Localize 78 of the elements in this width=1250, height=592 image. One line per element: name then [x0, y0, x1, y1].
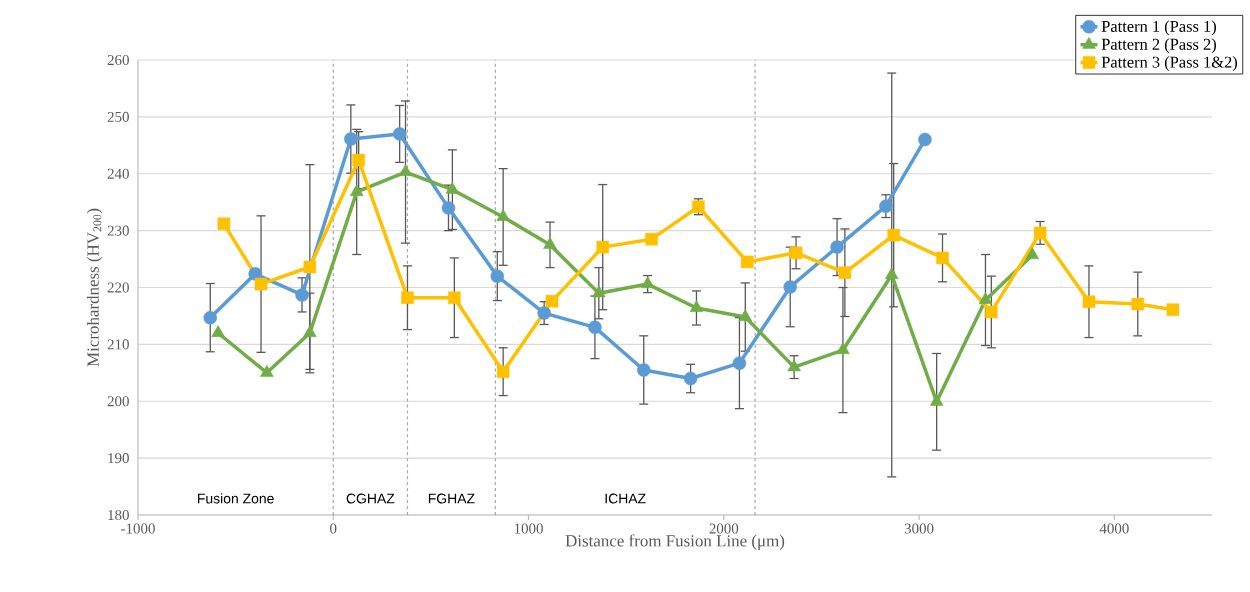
y-tick-label: 190 — [108, 453, 129, 464]
point — [1166, 303, 1180, 316]
point — [887, 228, 900, 242]
x-tick-label: 2000 — [709, 523, 739, 534]
point — [640, 276, 655, 289]
x-tick-label: 3000 — [904, 523, 934, 534]
annotation: FGHAZ — [428, 493, 475, 504]
point — [496, 209, 510, 221]
point — [836, 342, 850, 355]
point — [445, 181, 460, 194]
point — [352, 153, 365, 167]
point — [545, 294, 559, 308]
point — [349, 184, 364, 196]
y-tick-label: 250 — [107, 111, 129, 122]
point — [789, 246, 803, 260]
point — [295, 288, 309, 302]
point — [1025, 247, 1040, 260]
point — [783, 280, 797, 294]
point — [740, 255, 754, 269]
annotation: ICHAZ — [605, 493, 646, 504]
point — [303, 260, 317, 274]
point — [879, 199, 893, 213]
point — [929, 394, 944, 406]
point — [490, 269, 505, 283]
point — [838, 266, 852, 279]
point — [985, 305, 998, 319]
point — [260, 365, 274, 377]
point — [303, 325, 317, 337]
point — [588, 320, 602, 335]
x-tick-label: -1000 — [121, 523, 155, 534]
annotation: CGHAZ — [346, 493, 395, 504]
point — [203, 310, 217, 325]
point — [683, 371, 698, 386]
point — [1131, 297, 1145, 311]
point — [689, 300, 704, 312]
point — [254, 277, 268, 291]
y-tick-label: 230 — [107, 225, 129, 236]
point — [978, 292, 993, 305]
x-tick-label: 1000 — [514, 523, 543, 534]
point — [543, 237, 557, 249]
y-tick-label: 200 — [107, 396, 129, 407]
point — [217, 217, 231, 231]
point — [398, 164, 413, 177]
y-tick-label: 260 — [107, 54, 129, 66]
point — [918, 132, 932, 147]
point — [392, 127, 407, 141]
point — [885, 267, 899, 279]
point — [787, 359, 801, 372]
y-tick-label: 210 — [107, 339, 129, 350]
legend-label: Pattern 3 (Pass 1&2) — [1101, 56, 1238, 72]
point — [401, 291, 414, 304]
point — [936, 251, 949, 265]
legend-label: Pattern 1 (Pass 1) — [1101, 20, 1216, 36]
point — [211, 325, 225, 337]
annotation: Fusion Zone — [198, 493, 274, 504]
point — [592, 285, 606, 298]
point — [596, 240, 609, 254]
point — [637, 363, 651, 377]
point — [441, 201, 456, 215]
y-tick-label: 180 — [108, 509, 129, 521]
y-tick-label: 240 — [107, 168, 129, 179]
y-tick-label: 220 — [107, 282, 129, 293]
point — [344, 132, 358, 146]
point — [1033, 226, 1047, 240]
y-axis-title: Microhardness (HV$_{200}$) — [86, 208, 103, 367]
point — [645, 232, 658, 246]
point — [448, 291, 461, 304]
point — [537, 306, 551, 320]
point — [738, 309, 753, 322]
point — [1082, 295, 1096, 308]
x-tick-label: 4000 — [1099, 523, 1129, 534]
legend-label: Pattern 2 (Pass 2) — [1101, 38, 1216, 54]
point — [496, 365, 510, 378]
point — [830, 240, 844, 254]
point — [248, 267, 262, 281]
point — [732, 356, 747, 370]
x-tick-label: 0 — [330, 523, 337, 534]
x-axis-title: Distance from Fusion Line (μm) — [565, 534, 785, 550]
